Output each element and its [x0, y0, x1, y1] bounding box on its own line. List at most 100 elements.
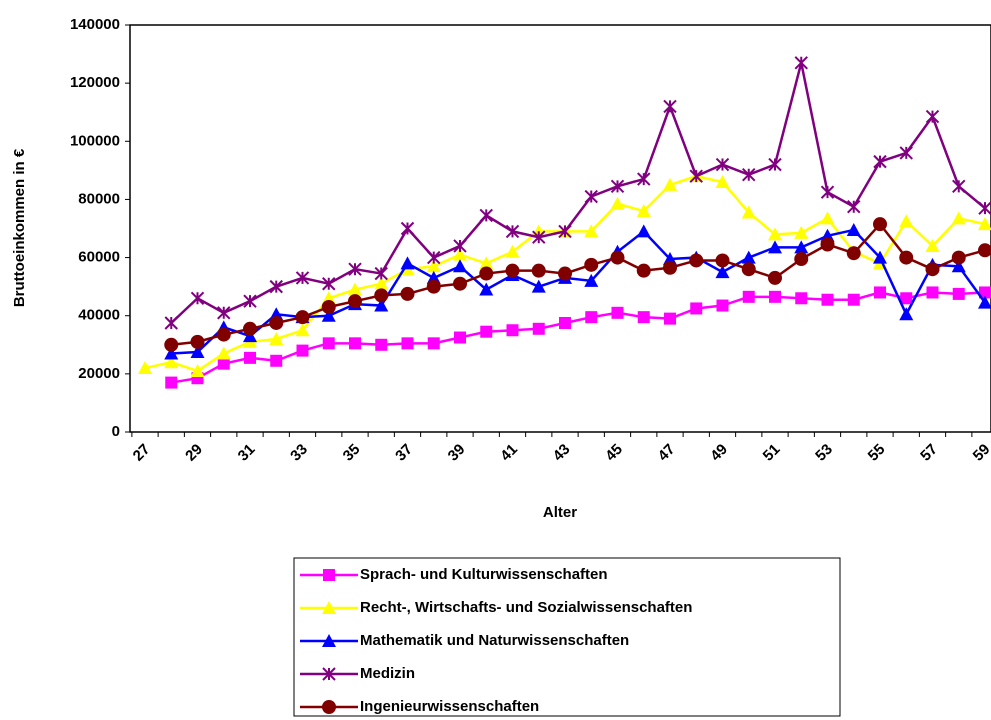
data-point	[217, 357, 230, 370]
data-point	[190, 334, 205, 349]
data-point	[216, 327, 231, 342]
data-point	[846, 222, 861, 236]
data-point	[951, 250, 966, 265]
x-tick-label: 47	[655, 441, 679, 465]
data-point	[741, 262, 756, 277]
data-point	[295, 271, 310, 285]
data-point	[741, 205, 756, 219]
legend-label: Recht-, Wirtschafts- und Sozialwissensch…	[360, 599, 692, 616]
data-point	[190, 291, 205, 305]
x-tick-label: 57	[917, 441, 941, 465]
y-tick-label: 100000	[70, 132, 120, 149]
data-point	[795, 292, 808, 305]
data-point	[558, 224, 572, 239]
x-tick-label: 41	[497, 441, 521, 465]
data-point	[768, 227, 782, 241]
data-point	[295, 323, 310, 337]
data-point	[899, 214, 914, 228]
y-tick-label: 40000	[78, 307, 120, 324]
x-tick-label: 33	[287, 441, 311, 465]
data-point	[742, 290, 755, 303]
data-point	[978, 201, 991, 215]
data-point	[165, 376, 178, 389]
data-point	[636, 263, 651, 278]
x-tick-label: 43	[550, 441, 574, 465]
data-point	[899, 146, 913, 160]
data-point	[952, 287, 965, 300]
data-point	[454, 331, 466, 344]
data-point	[348, 262, 362, 276]
x-tick-label: 31	[235, 441, 259, 465]
data-point	[610, 179, 625, 194]
x-tick-label: 45	[602, 441, 626, 465]
data-point	[374, 266, 388, 281]
data-point	[349, 337, 361, 350]
data-point	[532, 230, 546, 244]
y-tick-label: 60000	[78, 249, 120, 266]
data-point	[979, 286, 991, 299]
data-point	[164, 346, 179, 360]
data-point	[453, 259, 467, 273]
data-point	[794, 240, 809, 254]
data-point	[427, 337, 440, 350]
x-tick-label: 49	[707, 441, 731, 465]
data-point	[243, 321, 257, 336]
data-point	[899, 250, 914, 265]
data-point	[637, 172, 651, 186]
data-point	[820, 185, 835, 199]
y-tick-label: 0	[112, 423, 120, 440]
data-point	[400, 286, 415, 301]
data-point	[375, 338, 388, 351]
data-point	[374, 276, 389, 290]
series-line	[171, 222, 986, 347]
data-point	[400, 256, 415, 270]
data-point	[794, 252, 809, 267]
data-point	[715, 174, 730, 188]
data-point	[741, 250, 756, 264]
data-point	[532, 322, 545, 335]
data-point	[951, 211, 966, 225]
data-point	[689, 169, 703, 183]
x-tick-label: 37	[392, 441, 416, 465]
data-point	[584, 224, 599, 238]
data-point	[925, 109, 940, 124]
x-tick-label: 51	[760, 441, 784, 465]
data-point	[925, 262, 940, 277]
legend	[293, 557, 841, 717]
data-point	[820, 211, 835, 225]
data-point	[820, 237, 835, 252]
legend-label: Medizin	[360, 665, 415, 682]
series-line	[170, 62, 986, 324]
data-point	[821, 293, 834, 306]
data-point	[558, 266, 572, 281]
x-tick-label: 35	[340, 441, 364, 465]
data-point	[715, 265, 730, 279]
y-tick-label: 120000	[70, 74, 120, 91]
x-tick-label: 39	[445, 441, 469, 465]
data-point	[479, 208, 493, 223]
data-point	[873, 217, 887, 232]
data-point	[296, 344, 309, 357]
data-point	[269, 279, 283, 294]
data-point	[400, 221, 415, 236]
data-point	[506, 324, 519, 337]
data-point	[322, 337, 335, 350]
data-point	[768, 270, 782, 285]
data-point	[689, 253, 704, 268]
data-point	[190, 363, 205, 377]
x-tick-label: 59	[970, 441, 991, 465]
data-point	[164, 337, 179, 352]
data-point	[716, 299, 729, 312]
data-point	[769, 290, 781, 303]
data-point	[663, 177, 677, 191]
data-point	[559, 316, 571, 329]
data-point	[505, 224, 520, 239]
legend-marker	[322, 634, 336, 647]
x-axis-label: Alter	[543, 504, 577, 521]
data-point	[269, 315, 284, 330]
data-point	[321, 299, 336, 314]
data-point	[584, 257, 599, 272]
data-point	[664, 312, 676, 325]
data-point	[636, 204, 651, 218]
